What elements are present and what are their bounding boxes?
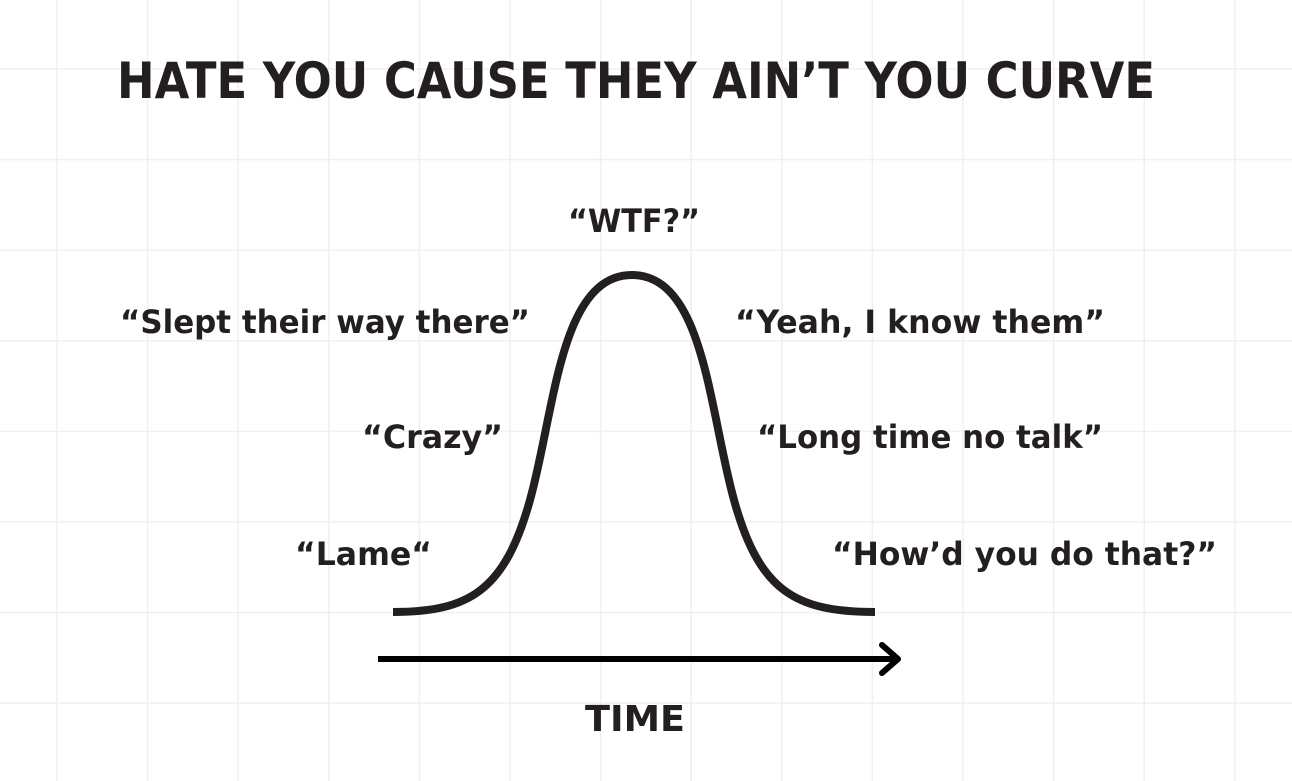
label-right-mid: “Long time no talk”	[757, 418, 1103, 456]
label-right-top: “Yeah, I know them”	[735, 303, 1105, 341]
bell-curve	[392, 270, 876, 616]
label-left-top: “Slept their way there”	[120, 303, 530, 341]
label-right-low: “How’d you do that?”	[832, 535, 1217, 573]
label-left-low: “Lame“	[295, 535, 432, 573]
label-left-mid: “Crazy”	[362, 418, 503, 456]
time-arrow	[378, 642, 901, 676]
diagram-title: HATE YOU CAUSE THEY AIN’T YOU CURVE	[117, 52, 1155, 110]
axis-label-time: TIME	[585, 699, 685, 740]
label-peak: “WTF?”	[568, 202, 700, 240]
